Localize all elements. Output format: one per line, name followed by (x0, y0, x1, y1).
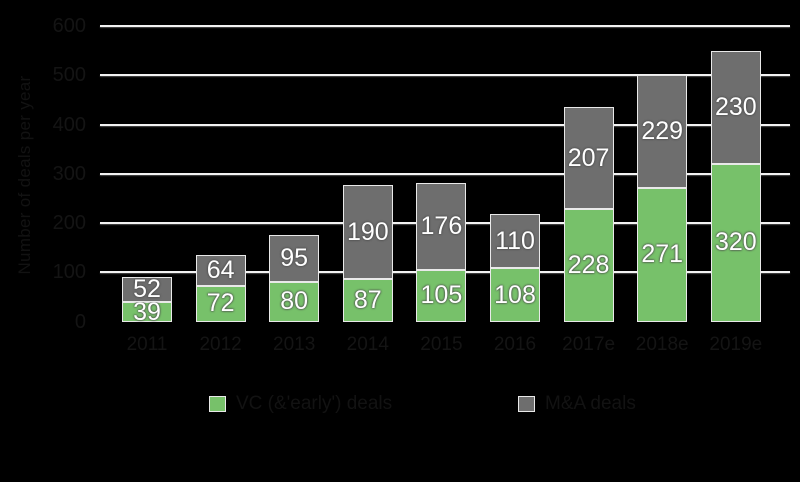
bar-value-label: 190 (346, 217, 389, 246)
bar-2012-green-segment: 72 (195, 286, 246, 322)
green-series-swatch (209, 396, 226, 412)
bar-2013-green-segment: 80 (269, 282, 320, 322)
bar-2018e-green-segment: 271 (637, 188, 688, 322)
x-tick-label-2011: 2011 (126, 334, 168, 355)
legend-item-green: VC (&'early') deals (209, 392, 392, 416)
x-tick-label-2016: 2016 (493, 334, 537, 355)
legend-label-gray: M&A deals (545, 393, 636, 414)
y-tick-label-0: 0 (74, 310, 86, 333)
bar-value-label: 320 (714, 228, 757, 257)
y-tick-label-300: 300 (52, 162, 86, 185)
bar-value-label: 95 (280, 244, 309, 273)
bar-value-label: 105 (420, 281, 463, 310)
bar-2017e-green-segment: 228 (563, 209, 614, 322)
legend-item-gray: M&A deals (518, 392, 636, 416)
bar-value-label: 87 (353, 285, 382, 314)
bar-2018e-gray-segment: 229 (637, 75, 688, 189)
bar-value-label: 110 (495, 226, 535, 255)
x-tick-label-2014: 2014 (346, 334, 389, 355)
bar-value-label: 64 (206, 255, 235, 284)
y-axis-title: Number of deals per year (15, 75, 34, 275)
bar-value-label: 228 (567, 251, 610, 279)
x-tick-label-2012: 2012 (199, 334, 242, 355)
bar-value-label: 230 (714, 92, 757, 121)
x-tick-label-2013: 2013 (273, 334, 316, 355)
bar-2019e-green-segment: 320 (710, 164, 761, 322)
bar-value-label: 80 (280, 287, 309, 316)
bar-2015-gray-segment: 176 (416, 183, 467, 270)
bar-value-label: 207 (567, 143, 610, 172)
bar-2011-green-segment: 39 (122, 299, 172, 324)
bar-2016-green-segment: 108 (490, 268, 540, 322)
bar-value-label: 229 (641, 117, 684, 146)
gridline-300 (100, 172, 790, 175)
x-tick-label-2018e: 2018e (635, 334, 689, 355)
bar-2012-gray-segment: 64 (195, 254, 246, 287)
y-tick-label-600: 600 (52, 15, 86, 38)
y-tick-label-500: 500 (52, 64, 86, 87)
bar-value-label: 108 (494, 280, 536, 309)
y-tick-label-400: 400 (52, 113, 86, 136)
bar-value-label: 72 (206, 289, 235, 318)
bar-2013-gray-segment: 95 (269, 235, 320, 283)
gray-series-swatch (518, 396, 535, 412)
legend-label-green: VC (&'early') deals (236, 393, 393, 414)
bar-2019e-gray-segment: 230 (710, 50, 761, 164)
gridline-500 (100, 74, 790, 77)
bar-2014-green-segment: 87 (342, 278, 393, 322)
bar-value-label: 39 (133, 297, 161, 326)
bar-2011-gray-segment: 52 (122, 277, 172, 303)
x-tick-label-2019e: 2019e (709, 334, 763, 355)
gridline-600 (100, 25, 790, 28)
chart-legend: VC (&'early') deals M&A deals (0, 392, 800, 420)
x-tick-label-2017e: 2017e (562, 334, 616, 355)
bar-value-label: 52 (133, 275, 161, 304)
bar-2016-gray-segment: 110 (490, 214, 540, 269)
y-tick-label-100: 100 (52, 261, 86, 284)
bar-2014-gray-segment: 190 (342, 185, 393, 279)
bar-value-label: 271 (641, 240, 684, 269)
y-tick-label-200: 200 (52, 212, 86, 235)
x-tick-label-2015: 2015 (420, 334, 463, 355)
gridline-400 (100, 123, 790, 126)
bar-2017e-gray-segment: 207 (563, 107, 614, 210)
bar-value-label: 176 (420, 212, 463, 241)
bar-2015-green-segment: 105 (416, 269, 467, 322)
